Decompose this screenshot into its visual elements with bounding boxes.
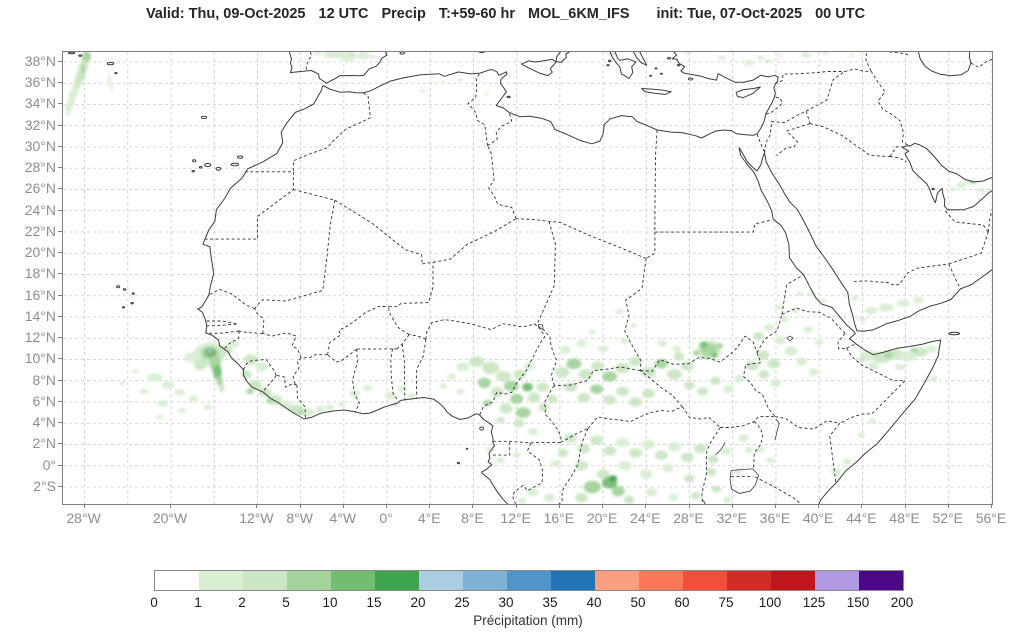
y-axis-tick-label: 0° — [42, 456, 56, 473]
colorbar-segment — [463, 571, 507, 590]
colorbar-segment — [815, 571, 859, 590]
colorbar — [154, 570, 904, 591]
x-axis-tick-label: 20°E — [586, 510, 618, 526]
y-axis-tick-label: 34°N — [24, 95, 56, 112]
colorbar-tick: 100 — [758, 595, 782, 610]
colorbar-tick: 125 — [802, 595, 826, 610]
y-axis-tick-label: 12°N — [24, 329, 56, 346]
title-part: MOL_6KM_IFS — [527, 6, 630, 22]
colorbar-tick: 1 — [194, 595, 202, 610]
y-axis-tick-label: 20°N — [24, 244, 56, 261]
graticule-gridlines — [63, 52, 992, 504]
y-axis-tick-label: 28°N — [24, 159, 56, 176]
y-axis-tick-label: 32°N — [24, 116, 56, 133]
lakes — [537, 324, 794, 504]
x-axis-tick-label: 8°W — [286, 510, 313, 526]
title-part: T:+59-60 hr — [438, 6, 515, 22]
colorbar-tick: 15 — [366, 595, 382, 610]
colorbar-segment — [331, 571, 375, 590]
x-axis-tick-label: 16°E — [543, 510, 575, 526]
y-axis-tick-label: 36°N — [24, 74, 56, 91]
x-axis-tick-label: 8°E — [461, 510, 484, 526]
colorbar-tick: 60 — [674, 595, 690, 610]
colorbar-tick: 50 — [630, 595, 646, 610]
y-axis-tick-label: 8°N — [32, 371, 57, 388]
x-axis-tick-label: 48°E — [889, 510, 920, 526]
x-axis-tick-label: 52°E — [932, 510, 964, 526]
colorbar-segment — [155, 571, 199, 590]
y-axis-tick-label: 38°N — [24, 52, 56, 69]
africa-precip-map — [63, 52, 992, 504]
title-part: Precip — [381, 6, 426, 22]
precipitation-layer — [65, 52, 986, 504]
colorbar-tick: 150 — [846, 595, 870, 610]
x-axis-tick-label: 4°W — [329, 510, 357, 526]
colorbar-segment — [243, 571, 287, 590]
y-axis-tick-label: 16°N — [24, 286, 56, 303]
title-part: 00 UTC — [815, 6, 866, 22]
y-axis-tick-label: 24°N — [24, 201, 56, 218]
colorbar-segment — [859, 571, 903, 590]
colorbar-segment — [199, 571, 243, 590]
y-axis-tick-label: 30°N — [24, 137, 56, 154]
colorbar-segment — [639, 571, 683, 590]
y-axis-tick-label: 2°N — [32, 435, 57, 452]
colorbar-tick: 5 — [282, 595, 290, 610]
map-canvas — [62, 51, 993, 505]
colorbar-tick: 200 — [890, 595, 914, 610]
coastlines — [67, 52, 992, 504]
x-axis-tick-label: 12°W — [239, 510, 274, 526]
y-axis-tick-label: 10°N — [24, 350, 56, 367]
x-axis-tick-label: 40°E — [802, 510, 834, 526]
colorbar-tick: 10 — [322, 595, 338, 610]
colorbar-segment — [287, 571, 331, 590]
colorbar-tick: 40 — [586, 595, 602, 610]
x-axis-tick-label: 0° — [379, 510, 393, 526]
colorbar-segment — [419, 571, 463, 590]
x-axis-tick-label: 28°E — [673, 510, 704, 526]
colorbar-segment — [507, 571, 551, 590]
x-axis-tick-label: 32°E — [716, 510, 747, 526]
x-axis-tick-label: 56°E — [975, 510, 1007, 526]
colorbar-segment — [595, 571, 639, 590]
y-axis-tick-label: 4°N — [32, 414, 57, 431]
colorbar-segment — [551, 571, 595, 590]
y-axis-tick-label: 18°N — [24, 265, 56, 282]
colorbar-tick: 0 — [150, 595, 158, 610]
y-axis-tick-label: 22°N — [24, 222, 56, 239]
y-axis-tick-label: 26°N — [24, 180, 56, 197]
colorbar-tick: 20 — [410, 595, 426, 610]
x-axis-tick-label: 24°E — [630, 510, 661, 526]
colorbar-tick: 2 — [238, 595, 246, 610]
colorbar-segment — [375, 571, 419, 590]
title-part: init: Tue, 07-Oct-2025 — [656, 6, 803, 22]
colorbar-tick: 30 — [498, 595, 514, 610]
title-part: Valid: Thu, 09-Oct-2025 — [145, 6, 306, 22]
colorbar-axis-label: Précipitation (mm) — [473, 613, 583, 628]
y-axis-tick-label: 2°S — [33, 477, 56, 494]
x-axis-tick-label: 4°E — [417, 510, 441, 526]
x-axis-tick-label: 20°W — [152, 510, 188, 526]
y-axis-tick-label: 14°N — [24, 307, 56, 324]
colorbar-tick: 25 — [454, 595, 470, 610]
x-axis-tick-label: 36°E — [759, 510, 791, 526]
x-axis-tick-label: 44°E — [846, 510, 877, 526]
x-axis-tick-label: 12°E — [500, 510, 531, 526]
title-part: 12 UTC — [318, 6, 369, 22]
colorbar-tick: 35 — [542, 595, 558, 610]
x-axis-tick-label: 28°W — [66, 510, 101, 526]
country-borders — [204, 52, 992, 504]
colorbar-tick: 75 — [718, 595, 734, 610]
colorbar-segment — [683, 571, 727, 590]
colorbar-segment — [771, 571, 815, 590]
colorbar-segment — [727, 571, 771, 590]
y-axis-tick-label: 6°N — [32, 392, 57, 409]
chart-title: Valid: Thu, 09-Oct-2025 12 UTC Precip T:+59… — [0, 6, 1011, 22]
